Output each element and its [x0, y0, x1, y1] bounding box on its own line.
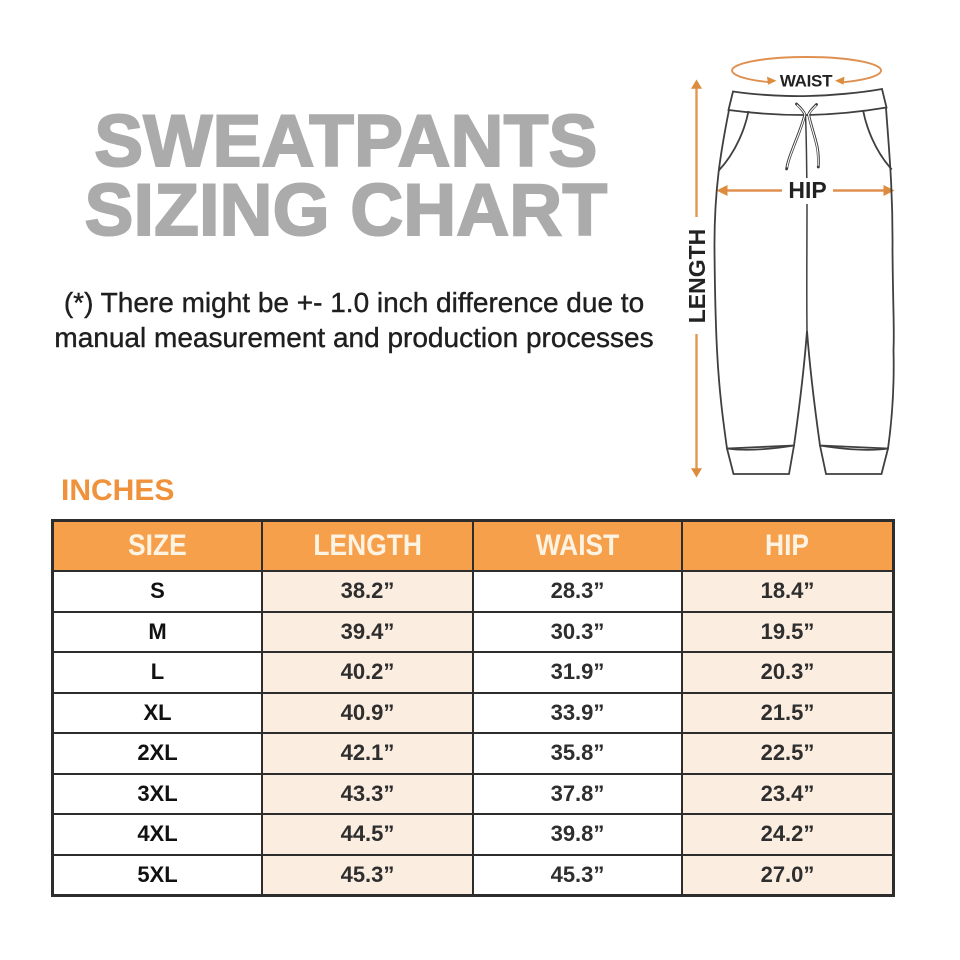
svg-text:HIP: HIP [788, 177, 826, 203]
svg-text:WAIST: WAIST [780, 72, 833, 91]
svg-text:LENGTH: LENGTH [684, 229, 710, 324]
